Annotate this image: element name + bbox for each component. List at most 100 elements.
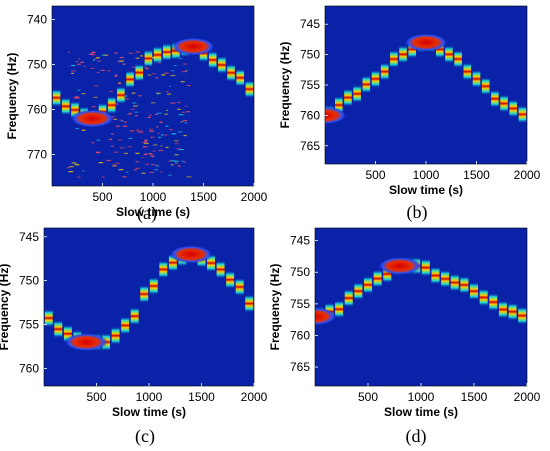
speckle <box>138 95 142 97</box>
speckle <box>94 57 97 60</box>
track-segment <box>121 316 130 335</box>
speckle <box>129 130 135 132</box>
track-segment <box>500 94 508 113</box>
track-segment <box>491 89 499 108</box>
speckle <box>134 169 137 171</box>
speckle <box>183 134 187 137</box>
track-segment <box>335 300 344 319</box>
speckle <box>181 71 187 73</box>
speckle <box>122 63 126 65</box>
speckle <box>115 103 118 105</box>
speckle <box>90 67 95 70</box>
speckle <box>168 160 172 162</box>
speckle <box>148 152 153 155</box>
speckle <box>169 85 172 87</box>
speckle <box>73 97 78 99</box>
heatmap-content <box>325 33 527 125</box>
chart-panel-4: 745 750 755 760 765 500 1000 1500 2000 Slow time … <box>268 227 541 447</box>
speckle <box>181 111 186 113</box>
y-tick-label: 760 <box>19 361 39 375</box>
speckle <box>144 139 148 141</box>
track-segment <box>63 324 72 343</box>
speckle <box>142 146 148 148</box>
speckle <box>119 56 124 59</box>
speckle <box>111 145 114 147</box>
speckle <box>149 171 154 174</box>
y-tick-label: 750 <box>290 265 310 279</box>
track-segment <box>334 96 343 115</box>
speckle <box>77 63 81 65</box>
y-tick-label: 760 <box>27 103 47 117</box>
speckle <box>186 85 192 87</box>
speckle <box>156 126 159 128</box>
speckle <box>150 102 156 104</box>
speckle <box>161 74 166 76</box>
track-segment <box>399 45 407 64</box>
speckle <box>91 106 96 108</box>
speckle <box>155 77 158 79</box>
speckle <box>160 145 163 147</box>
frequency-track <box>325 33 527 125</box>
speckle <box>92 59 96 61</box>
speckle <box>154 169 158 171</box>
speckle <box>71 64 76 67</box>
speckle <box>177 101 181 104</box>
speckle <box>180 121 183 123</box>
y-tick-label: 770 <box>27 148 47 162</box>
speckle <box>113 118 118 121</box>
track-segment <box>44 309 53 328</box>
speckle <box>186 176 192 178</box>
track-peak <box>169 245 213 264</box>
speckle <box>69 166 74 168</box>
speckle <box>122 176 127 178</box>
track-segment <box>61 97 70 116</box>
speckle <box>118 82 122 84</box>
chart-panel-1: 740 750 760 770 500 1000 1500 2000 Slow time (s)… <box>5 5 268 224</box>
speckle <box>135 115 138 117</box>
track-segment <box>245 80 254 99</box>
speckle <box>67 51 70 53</box>
track-segment <box>479 288 488 307</box>
track-segment <box>71 100 79 119</box>
speckle <box>180 81 185 83</box>
speckle <box>165 91 169 93</box>
speckle <box>93 96 98 98</box>
speckle <box>76 97 80 99</box>
speckle <box>98 162 104 164</box>
speckle <box>152 150 156 152</box>
track-segment <box>135 63 144 82</box>
speckle <box>68 171 74 173</box>
frequency-track <box>52 37 254 128</box>
speckle <box>178 57 183 60</box>
track-segment <box>226 270 235 289</box>
speckle <box>152 144 158 146</box>
panel-caption: (b) <box>407 202 428 223</box>
speckle <box>133 105 138 107</box>
speckle <box>75 60 79 63</box>
speckle <box>118 169 124 171</box>
x-tick-label: 1000 <box>408 390 435 404</box>
speckle <box>184 105 188 107</box>
speckle <box>76 176 81 178</box>
speckle <box>179 148 184 151</box>
track-segment <box>52 88 61 107</box>
track-trough <box>70 109 115 128</box>
panel-caption: (c) <box>135 426 155 447</box>
speckle <box>170 74 176 77</box>
speckle <box>141 172 146 174</box>
speckle <box>117 61 121 63</box>
speckle <box>132 102 137 104</box>
y-tick-label: 760 <box>290 328 310 342</box>
speckle <box>136 129 140 131</box>
track-peak <box>171 37 216 56</box>
speckle <box>183 161 187 163</box>
speckle <box>114 52 118 54</box>
speckle <box>71 162 77 164</box>
speckle <box>175 162 178 164</box>
speckle <box>119 60 124 62</box>
speckle <box>160 171 163 173</box>
track-segment <box>126 70 134 89</box>
speckle <box>156 92 161 94</box>
track-segment <box>117 86 125 105</box>
x-tick-label: 1000 <box>136 390 163 404</box>
